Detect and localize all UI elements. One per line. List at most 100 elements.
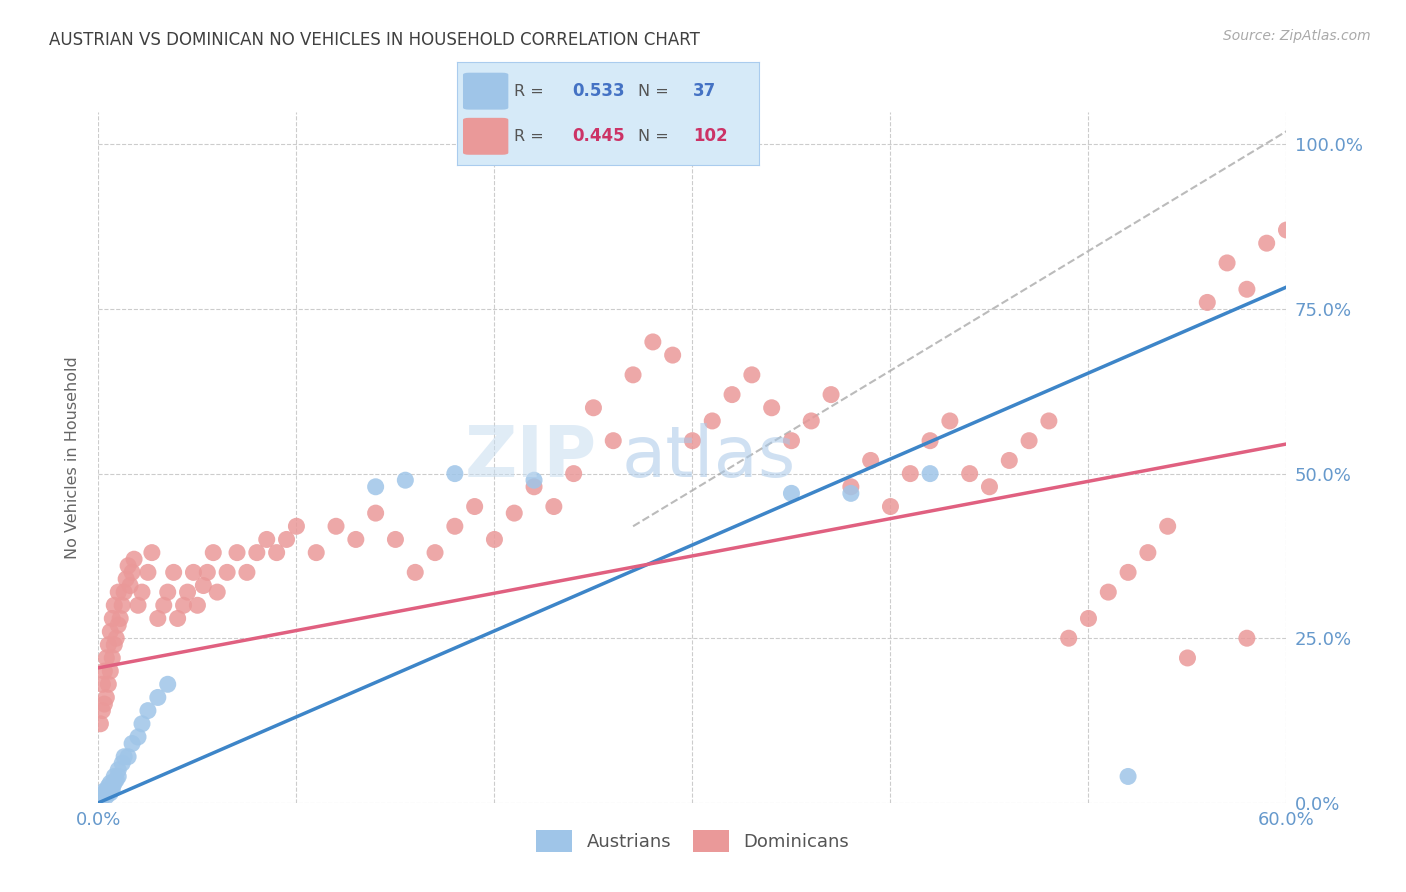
Point — [217, 566, 239, 580]
Text: 0.445: 0.445 — [572, 128, 624, 145]
Point — [276, 533, 298, 547]
Point — [780, 434, 803, 448]
Point — [621, 368, 644, 382]
Point — [444, 519, 467, 533]
Text: ZIP: ZIP — [465, 423, 598, 491]
Point — [127, 730, 149, 744]
Point — [93, 697, 115, 711]
Point — [98, 786, 121, 800]
Point — [1156, 519, 1178, 533]
Point — [97, 780, 120, 794]
Point — [394, 473, 416, 487]
Point — [97, 782, 120, 797]
Point — [136, 566, 159, 580]
Point — [156, 585, 179, 599]
Point — [146, 611, 169, 625]
Point — [117, 558, 139, 573]
Point — [121, 566, 143, 580]
Point — [543, 500, 565, 514]
FancyBboxPatch shape — [463, 118, 509, 155]
Point — [93, 784, 115, 798]
Point — [1097, 585, 1119, 599]
Point — [97, 677, 120, 691]
Point — [503, 506, 526, 520]
Point — [1038, 414, 1060, 428]
Point — [246, 546, 269, 560]
Point — [108, 611, 131, 625]
Point — [879, 500, 901, 514]
Point — [464, 500, 486, 514]
Point — [839, 480, 862, 494]
Point — [91, 677, 114, 691]
Point — [761, 401, 783, 415]
Point — [859, 453, 882, 467]
Text: 102: 102 — [693, 128, 727, 145]
Point — [121, 737, 143, 751]
Point — [163, 566, 186, 580]
Point — [101, 611, 124, 625]
Point — [103, 638, 125, 652]
Point — [1177, 651, 1199, 665]
Point — [112, 585, 135, 599]
Point — [384, 533, 406, 547]
Point — [112, 749, 135, 764]
Point — [1236, 282, 1258, 296]
Point — [141, 546, 163, 560]
FancyBboxPatch shape — [463, 73, 509, 110]
Point — [152, 599, 174, 613]
Point — [91, 704, 114, 718]
Point — [641, 334, 664, 349]
Point — [98, 624, 121, 639]
Point — [89, 716, 111, 731]
Point — [107, 585, 129, 599]
Point — [1216, 256, 1239, 270]
Point — [107, 763, 129, 777]
Text: N =: N = — [638, 128, 669, 144]
Point — [344, 533, 367, 547]
Point — [582, 401, 605, 415]
Point — [96, 651, 118, 665]
Point — [98, 782, 121, 797]
Point — [97, 638, 120, 652]
Point — [444, 467, 467, 481]
Point — [96, 690, 118, 705]
Point — [103, 599, 125, 613]
Point — [98, 664, 121, 678]
Text: N =: N = — [638, 84, 669, 99]
Point — [998, 453, 1021, 467]
Point — [111, 599, 134, 613]
Text: 0.533: 0.533 — [572, 82, 624, 100]
Y-axis label: No Vehicles in Household: No Vehicles in Household — [65, 356, 80, 558]
Point — [741, 368, 763, 382]
Point — [1256, 236, 1278, 251]
Point — [979, 480, 1001, 494]
Point — [91, 790, 114, 805]
Point — [1236, 631, 1258, 645]
Point — [920, 434, 942, 448]
Point — [107, 618, 129, 632]
Point — [117, 749, 139, 764]
Point — [127, 599, 149, 613]
Point — [193, 578, 215, 592]
Point — [101, 780, 124, 794]
Point — [156, 677, 179, 691]
Point — [93, 788, 115, 802]
Point — [226, 546, 249, 560]
Point — [285, 519, 308, 533]
Point — [89, 792, 111, 806]
Point — [207, 585, 229, 599]
Text: Source: ZipAtlas.com: Source: ZipAtlas.com — [1223, 29, 1371, 43]
Point — [98, 776, 121, 790]
Text: atlas: atlas — [621, 423, 796, 491]
Point — [423, 546, 446, 560]
Point — [195, 566, 218, 580]
Point — [111, 756, 134, 771]
Point — [1057, 631, 1080, 645]
Point — [939, 414, 962, 428]
Point — [661, 348, 683, 362]
Text: R =: R = — [515, 128, 544, 144]
Point — [404, 566, 426, 580]
Point — [1018, 434, 1040, 448]
Point — [236, 566, 259, 580]
Point — [1116, 566, 1139, 580]
